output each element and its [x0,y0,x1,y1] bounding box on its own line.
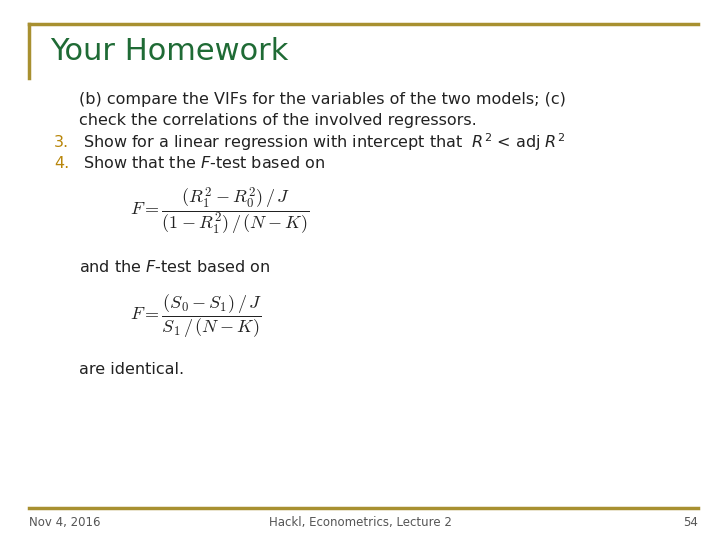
Text: 4.: 4. [54,156,69,171]
Text: are identical.: are identical. [79,362,184,377]
Text: check the correlations of the involved regressors.: check the correlations of the involved r… [79,113,477,129]
Text: and the $\mathit{F}$-test based on: and the $\mathit{F}$-test based on [79,259,271,275]
Text: 3.: 3. [54,134,69,150]
Text: 54: 54 [683,516,698,529]
Text: Hackl, Econometrics, Lecture 2: Hackl, Econometrics, Lecture 2 [269,516,451,529]
Text: Show that the $\mathit{F}$-test based on: Show that the $\mathit{F}$-test based on [83,155,325,171]
Text: $F = \dfrac{(S_0 - S_1)\,/\,J}{S_1\,/\,(N - K)}$: $F = \dfrac{(S_0 - S_1)\,/\,J}{S_1\,/\,(… [130,292,262,340]
Text: $F = \dfrac{(R_1^2 - R_0^2)\,/\,J}{(1 - R_1^2)\,/\,(N - K)}$: $F = \dfrac{(R_1^2 - R_0^2)\,/\,J}{(1 - … [130,186,309,238]
Text: Nov 4, 2016: Nov 4, 2016 [29,516,100,529]
Text: Show for a linear regression with intercept that  $R^2$ < adj $R^2$: Show for a linear regression with interc… [83,131,564,153]
Text: (b) compare the VIFs for the variables of the two models; (c): (b) compare the VIFs for the variables o… [79,92,566,107]
Text: Your Homework: Your Homework [50,37,289,66]
